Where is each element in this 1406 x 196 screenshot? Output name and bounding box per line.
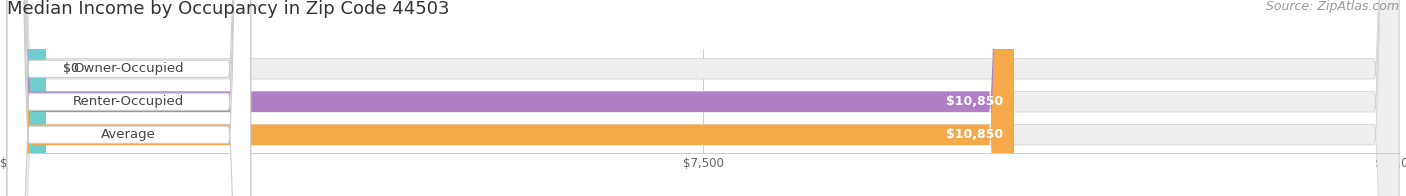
FancyBboxPatch shape [7,0,250,196]
FancyBboxPatch shape [7,0,46,196]
FancyBboxPatch shape [7,0,250,196]
Text: $0: $0 [63,62,79,75]
Text: $10,850: $10,850 [946,128,1002,141]
FancyBboxPatch shape [7,0,1014,196]
Text: Average: Average [101,128,156,141]
Text: Owner-Occupied: Owner-Occupied [73,62,184,75]
Text: Source: ZipAtlas.com: Source: ZipAtlas.com [1265,0,1399,13]
Text: Renter-Occupied: Renter-Occupied [73,95,184,108]
Text: Median Income by Occupancy in Zip Code 44503: Median Income by Occupancy in Zip Code 4… [7,0,450,18]
FancyBboxPatch shape [7,0,1399,196]
Text: $0: $0 [63,62,79,75]
FancyBboxPatch shape [7,0,1399,196]
FancyBboxPatch shape [7,0,1399,196]
FancyBboxPatch shape [7,0,1014,196]
FancyBboxPatch shape [7,0,250,196]
Text: $10,850: $10,850 [946,95,1002,108]
